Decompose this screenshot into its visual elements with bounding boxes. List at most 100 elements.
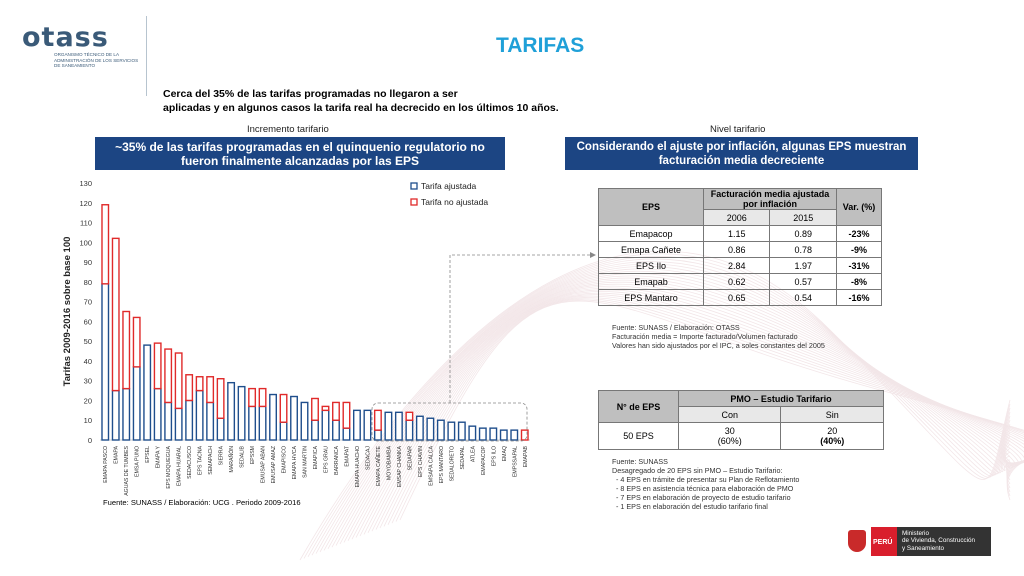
cell-eps: EPS Mantaro xyxy=(598,289,704,306)
bar-tarifa-no-ajustada xyxy=(321,405,330,412)
logo-divider xyxy=(146,16,147,96)
bar-tarifa-no-ajustada xyxy=(111,237,120,392)
bar-tarifa-ajustada xyxy=(216,417,225,441)
swirl-line xyxy=(331,270,1011,548)
x-tick-label: EMAPA Y xyxy=(156,445,162,468)
bar-tarifa-ajustada xyxy=(447,421,456,441)
page-title: TARIFAS xyxy=(496,34,585,57)
legend-label-no-ajustada: Tarifa no ajustada xyxy=(421,197,488,207)
x-tick-label: SIERRA xyxy=(219,445,225,465)
x-tick-label: EPSEL xyxy=(145,446,151,463)
x-tick-label: MOYOBAMBA xyxy=(386,445,392,480)
y-tick-label: 100 xyxy=(79,238,92,247)
swirl-line xyxy=(343,277,1014,543)
cell-2015: 0.54 xyxy=(769,289,837,306)
bar-tarifa-ajustada xyxy=(321,409,330,441)
bar-tarifa-no-ajustada xyxy=(206,376,215,404)
x-tick-label: EMAPACOP xyxy=(481,445,487,475)
note-line: - 7 EPS en elaboración de proyecto de es… xyxy=(616,493,791,502)
x-tick-label: EMAPISCO xyxy=(282,446,288,473)
bar-tarifa-no-ajustada xyxy=(101,204,110,285)
bar-tarifa-ajustada xyxy=(101,283,110,441)
bar-tarifa-ajustada xyxy=(122,387,131,441)
highlight-box xyxy=(371,402,528,442)
swirl-line xyxy=(391,298,1024,524)
x-tick-label: MARAÑÓN xyxy=(228,446,235,473)
y-tick-label: 80 xyxy=(84,278,92,287)
ministry-line: de Vivienda, Construcción xyxy=(902,537,976,545)
cell-2006: 2.84 xyxy=(702,257,771,274)
coat-of-arms-icon xyxy=(848,530,866,552)
con-value: 30 xyxy=(724,426,735,436)
cell-con: 30 (60%) xyxy=(677,422,782,450)
y-tick-label: 10 xyxy=(84,416,92,425)
subtitle-line-2: aplicadas y en algunos casos la tarifa r… xyxy=(163,102,559,114)
x-tick-label: EMSAP CHANKA xyxy=(397,445,403,487)
bar-tarifa-ajustada xyxy=(353,409,361,441)
y-tick-label: 110 xyxy=(80,219,92,228)
bar-tarifa-ajustada xyxy=(237,385,246,441)
ministry-line: Ministerio xyxy=(902,530,929,537)
subtitle-line-1: Cerca del 35% de las tarifas programadas… xyxy=(163,88,458,100)
bar-tarifa-no-ajustada xyxy=(153,342,162,390)
bar-tarifa-ajustada xyxy=(436,419,445,441)
note-line: Fuente: SUNASS / Elaboración: OTASS xyxy=(612,323,740,332)
bar-tarifa-ajustada xyxy=(332,419,340,441)
y-tick-label: 40 xyxy=(84,357,92,366)
bar-tarifa-no-ajustada xyxy=(373,409,382,431)
bar-tarifa-no-ajustada xyxy=(279,393,288,423)
cell-2006: 0.65 xyxy=(702,289,771,306)
cell-var: -9% xyxy=(836,241,882,258)
bar-tarifa-ajustada xyxy=(132,366,141,441)
x-tick-label: EMAPA PASCO xyxy=(103,446,109,483)
bar-tarifa-ajustada xyxy=(394,411,403,441)
table-row: EPS Ilo 2.84 1.97 -31% xyxy=(598,257,882,274)
peru-label: PERÚ xyxy=(873,539,893,546)
bar-tarifa-ajustada xyxy=(468,425,477,441)
y-tick-label: 0 xyxy=(88,436,92,445)
otass-logo: otass xyxy=(22,22,109,53)
x-tick-label: SEDACAJ xyxy=(365,446,371,470)
chart-source: Fuente: SUNASS / Elaboración: UCG . Peri… xyxy=(103,498,301,507)
x-tick-label: SAN MARTIN xyxy=(303,446,309,478)
note-line: Valores han sido ajustados por el IPC, a… xyxy=(612,341,825,350)
x-tick-label: SEDAPAL xyxy=(460,446,466,470)
table-row: Emapacop 1.15 0.89 -23% xyxy=(598,225,882,242)
bar-tarifa-no-ajustada xyxy=(195,376,204,392)
left-banner: ~35% de las tarifas programadas en el qu… xyxy=(95,137,505,170)
bar-tarifa-ajustada xyxy=(311,419,319,441)
cell-eps: Emapacop xyxy=(598,225,704,242)
bar-tarifa-ajustada xyxy=(290,395,298,441)
bar-tarifa-ajustada xyxy=(415,415,424,441)
x-tick-label: EPS TACNA xyxy=(198,445,204,474)
bar-tarifa-ajustada xyxy=(153,387,162,441)
x-tick-label: SEDALORETO xyxy=(449,446,455,481)
x-tick-label: SEMAPACH xyxy=(208,446,214,475)
ministry-name: Ministerio de Vivienda, Construcción y S… xyxy=(902,530,975,552)
bar-tarifa-no-ajustada xyxy=(216,378,225,419)
logo-subtext: ORGANISMO TÉCNICO DE LA ADMINISTRACIÓN D… xyxy=(54,52,139,69)
bar-tarifa-ajustada xyxy=(405,419,414,441)
y-tick-label: 120 xyxy=(79,199,92,208)
bar-tarifa-no-ajustada xyxy=(248,387,257,408)
bar-tarifa-ajustada xyxy=(489,427,498,441)
bar-tarifa-ajustada xyxy=(258,405,267,441)
y-tick-label: 50 xyxy=(84,337,92,346)
cell-eps: EPS Ilo xyxy=(598,257,704,274)
swirl-line xyxy=(379,294,1024,529)
bar-tarifa-ajustada xyxy=(373,429,382,441)
bar-tarifa-no-ajustada xyxy=(405,411,414,421)
bar-tarifa-no-ajustada xyxy=(258,387,267,408)
col-2006: 2006 xyxy=(702,209,771,226)
right-caption: Nivel tarifario xyxy=(710,124,766,135)
bar-tarifa-ajustada xyxy=(342,427,351,441)
x-tick-label: EMAPICA xyxy=(313,445,319,469)
x-tick-label: EMAPAB xyxy=(523,445,529,467)
swirl-line xyxy=(383,295,1024,527)
bar-tarifa-ajustada xyxy=(510,429,519,441)
cell-eps: Emapa Cañete xyxy=(598,241,704,258)
ministry-line: y Saneamiento xyxy=(902,544,945,552)
bar-tarifa-ajustada xyxy=(143,344,152,441)
bar-tarifa-no-ajustada xyxy=(332,401,340,421)
cell-2006: 0.86 xyxy=(702,241,771,258)
